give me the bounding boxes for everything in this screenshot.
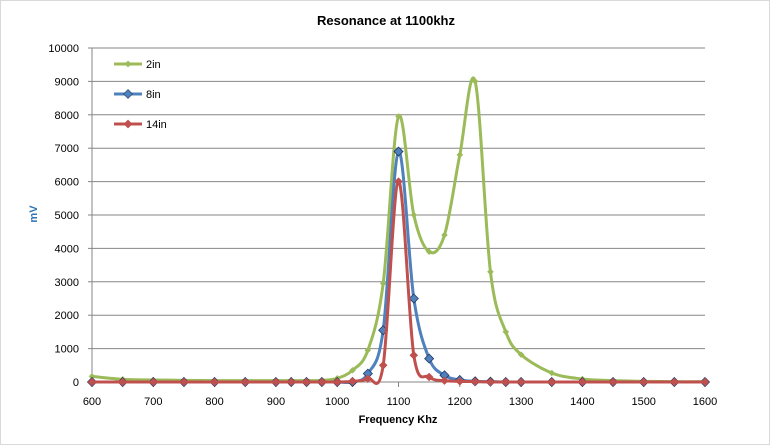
series-14in — [87, 177, 710, 387]
data-point — [700, 377, 710, 387]
series-lines — [86, 76, 711, 388]
data-point — [456, 151, 464, 159]
data-point — [516, 377, 526, 387]
data-point — [669, 377, 679, 387]
series-2in — [88, 76, 709, 386]
data-point — [395, 113, 402, 120]
data-point — [408, 293, 419, 304]
y-tick-label: 10000 — [48, 43, 79, 55]
data-point — [302, 377, 311, 387]
legend-label: 8in — [146, 89, 161, 101]
y-tick-label: 6000 — [55, 177, 79, 189]
data-point — [349, 366, 356, 374]
y-tick-label: 0 — [73, 377, 79, 389]
data-point — [471, 78, 479, 85]
y-tick-label: 7000 — [55, 143, 79, 155]
data-point — [470, 377, 480, 387]
series-line — [91, 76, 706, 384]
data-point — [424, 353, 435, 364]
data-point — [240, 377, 250, 387]
data-point — [148, 377, 158, 387]
data-point — [517, 351, 525, 358]
y-axis-title: mV — [28, 205, 40, 223]
x-tick-label: 1600 — [693, 396, 717, 408]
x-tick-label: 800 — [205, 396, 223, 408]
x-tick-label: 1200 — [448, 396, 472, 408]
data-point — [487, 268, 494, 276]
legend-item: 2in — [114, 59, 161, 71]
y-tick-label: 3000 — [55, 277, 79, 289]
data-point — [317, 377, 327, 387]
y-axis-ticks: 0 1000 2000 3000 4000 5000 6000 7000 8000 9000 100… — [48, 43, 79, 389]
legend: 2in 8in 14in — [114, 59, 167, 131]
data-point — [394, 177, 403, 186]
data-point — [87, 377, 97, 387]
data-point — [578, 377, 587, 387]
data-point — [118, 377, 128, 387]
x-tick-label: 1500 — [631, 396, 655, 408]
x-tick-label: 1300 — [509, 396, 533, 408]
data-point — [332, 377, 342, 387]
data-point — [410, 211, 418, 219]
gridlines — [92, 47, 705, 350]
x-tick-label: 1000 — [325, 396, 349, 408]
series-line — [92, 150, 705, 385]
data-point — [608, 377, 618, 387]
data-point — [210, 377, 219, 387]
x-tick-label: 900 — [267, 396, 285, 408]
data-point — [548, 369, 556, 377]
x-tick-label: 700 — [144, 396, 162, 408]
axes — [88, 47, 706, 387]
data-point — [440, 376, 449, 386]
data-point — [271, 377, 281, 387]
data-point — [378, 360, 388, 370]
x-tick-label: 600 — [83, 396, 101, 408]
legend-label: 14in — [146, 119, 167, 131]
legend-marker — [124, 60, 132, 68]
x-axis-ticks: 600 700 800 900 1000 1100 1200 1300 1400 1500 1600 — [83, 396, 717, 408]
x-axis-title: Frequency Khz — [359, 414, 438, 426]
data-point — [363, 374, 373, 384]
data-point — [379, 280, 387, 287]
data-point — [348, 376, 357, 386]
data-point — [179, 377, 189, 387]
y-tick-label: 9000 — [55, 76, 79, 88]
data-point — [286, 377, 296, 387]
data-point — [425, 248, 433, 256]
legend-label: 2in — [146, 59, 161, 71]
data-point — [424, 372, 434, 382]
chart-title: Resonance at 1100khz — [317, 13, 456, 28]
data-point — [409, 350, 419, 360]
y-tick-label: 2000 — [55, 310, 79, 322]
data-point — [486, 377, 495, 387]
legend-item: 14in — [114, 119, 167, 131]
data-point — [502, 328, 510, 336]
data-point — [364, 346, 372, 354]
y-tick-label: 1000 — [55, 344, 79, 356]
series-line — [92, 180, 705, 385]
data-point — [441, 231, 448, 239]
legend-item: 8in — [114, 89, 161, 101]
data-point — [455, 376, 465, 386]
y-tick-label: 8000 — [55, 110, 79, 122]
data-point — [501, 377, 511, 387]
data-point — [639, 377, 649, 387]
x-tick-label: 1400 — [570, 396, 594, 408]
x-tick-label: 1100 — [387, 396, 411, 408]
data-point — [547, 377, 557, 387]
y-tick-label: 5000 — [55, 210, 79, 222]
legend-marker — [123, 119, 133, 129]
data-point — [393, 146, 404, 157]
y-tick-label: 4000 — [55, 243, 79, 255]
legend-marker — [123, 89, 133, 99]
